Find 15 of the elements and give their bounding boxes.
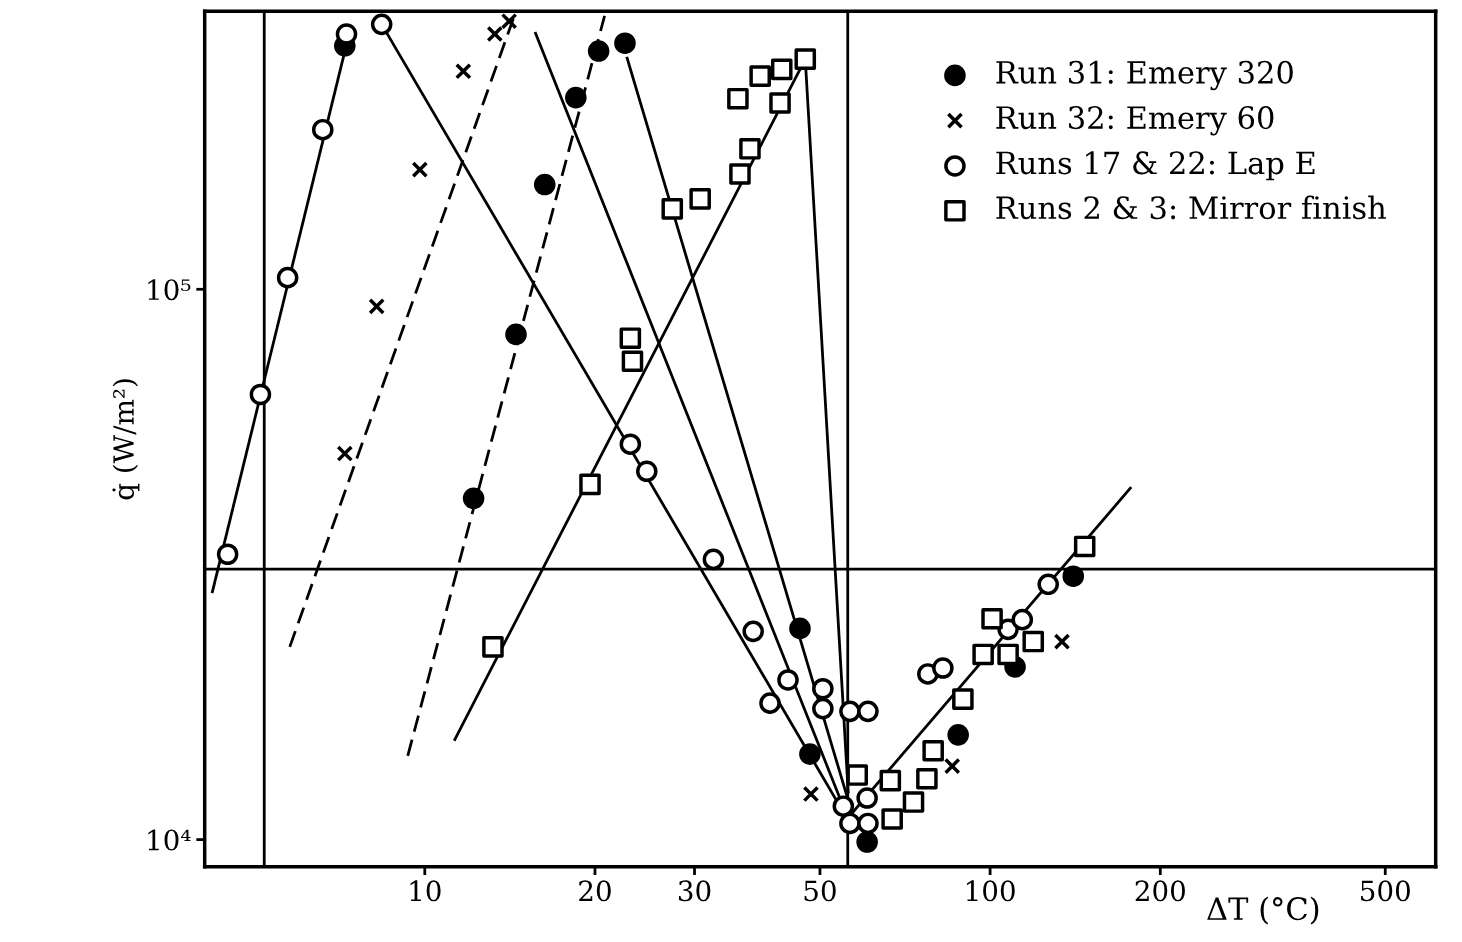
x-tick-label: 20	[579, 880, 611, 902]
x-tick-label: 10	[410, 880, 441, 902]
y-tick-label: 10⁵	[148, 279, 191, 301]
x-tick-label: 100	[966, 880, 1015, 902]
x-tick-label: 200	[1135, 880, 1185, 902]
y-axis-title: q̇ (W/m²)	[112, 379, 140, 500]
x-tick-label: 50	[804, 880, 836, 902]
legend-label: Run 32: Emery 60	[996, 106, 1274, 136]
x-tick-label: 500	[1361, 880, 1410, 902]
x-tick-label: 30	[678, 880, 711, 902]
y-tick-label: 10⁴	[148, 829, 191, 851]
legend-label: Runs 17 & 22: Lap E	[996, 151, 1315, 181]
legend-label: Runs 2 & 3: Mirror finish	[996, 195, 1386, 220]
x-axis-title: ΔT (°C)	[1207, 896, 1319, 925]
legend-label: Run 31: Emery 320	[996, 60, 1293, 91]
